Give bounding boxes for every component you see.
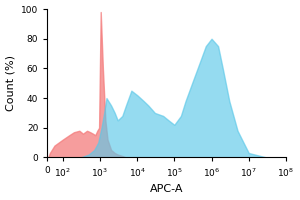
X-axis label: APC-A: APC-A: [150, 184, 183, 194]
Y-axis label: Count (%): Count (%): [6, 55, 16, 111]
